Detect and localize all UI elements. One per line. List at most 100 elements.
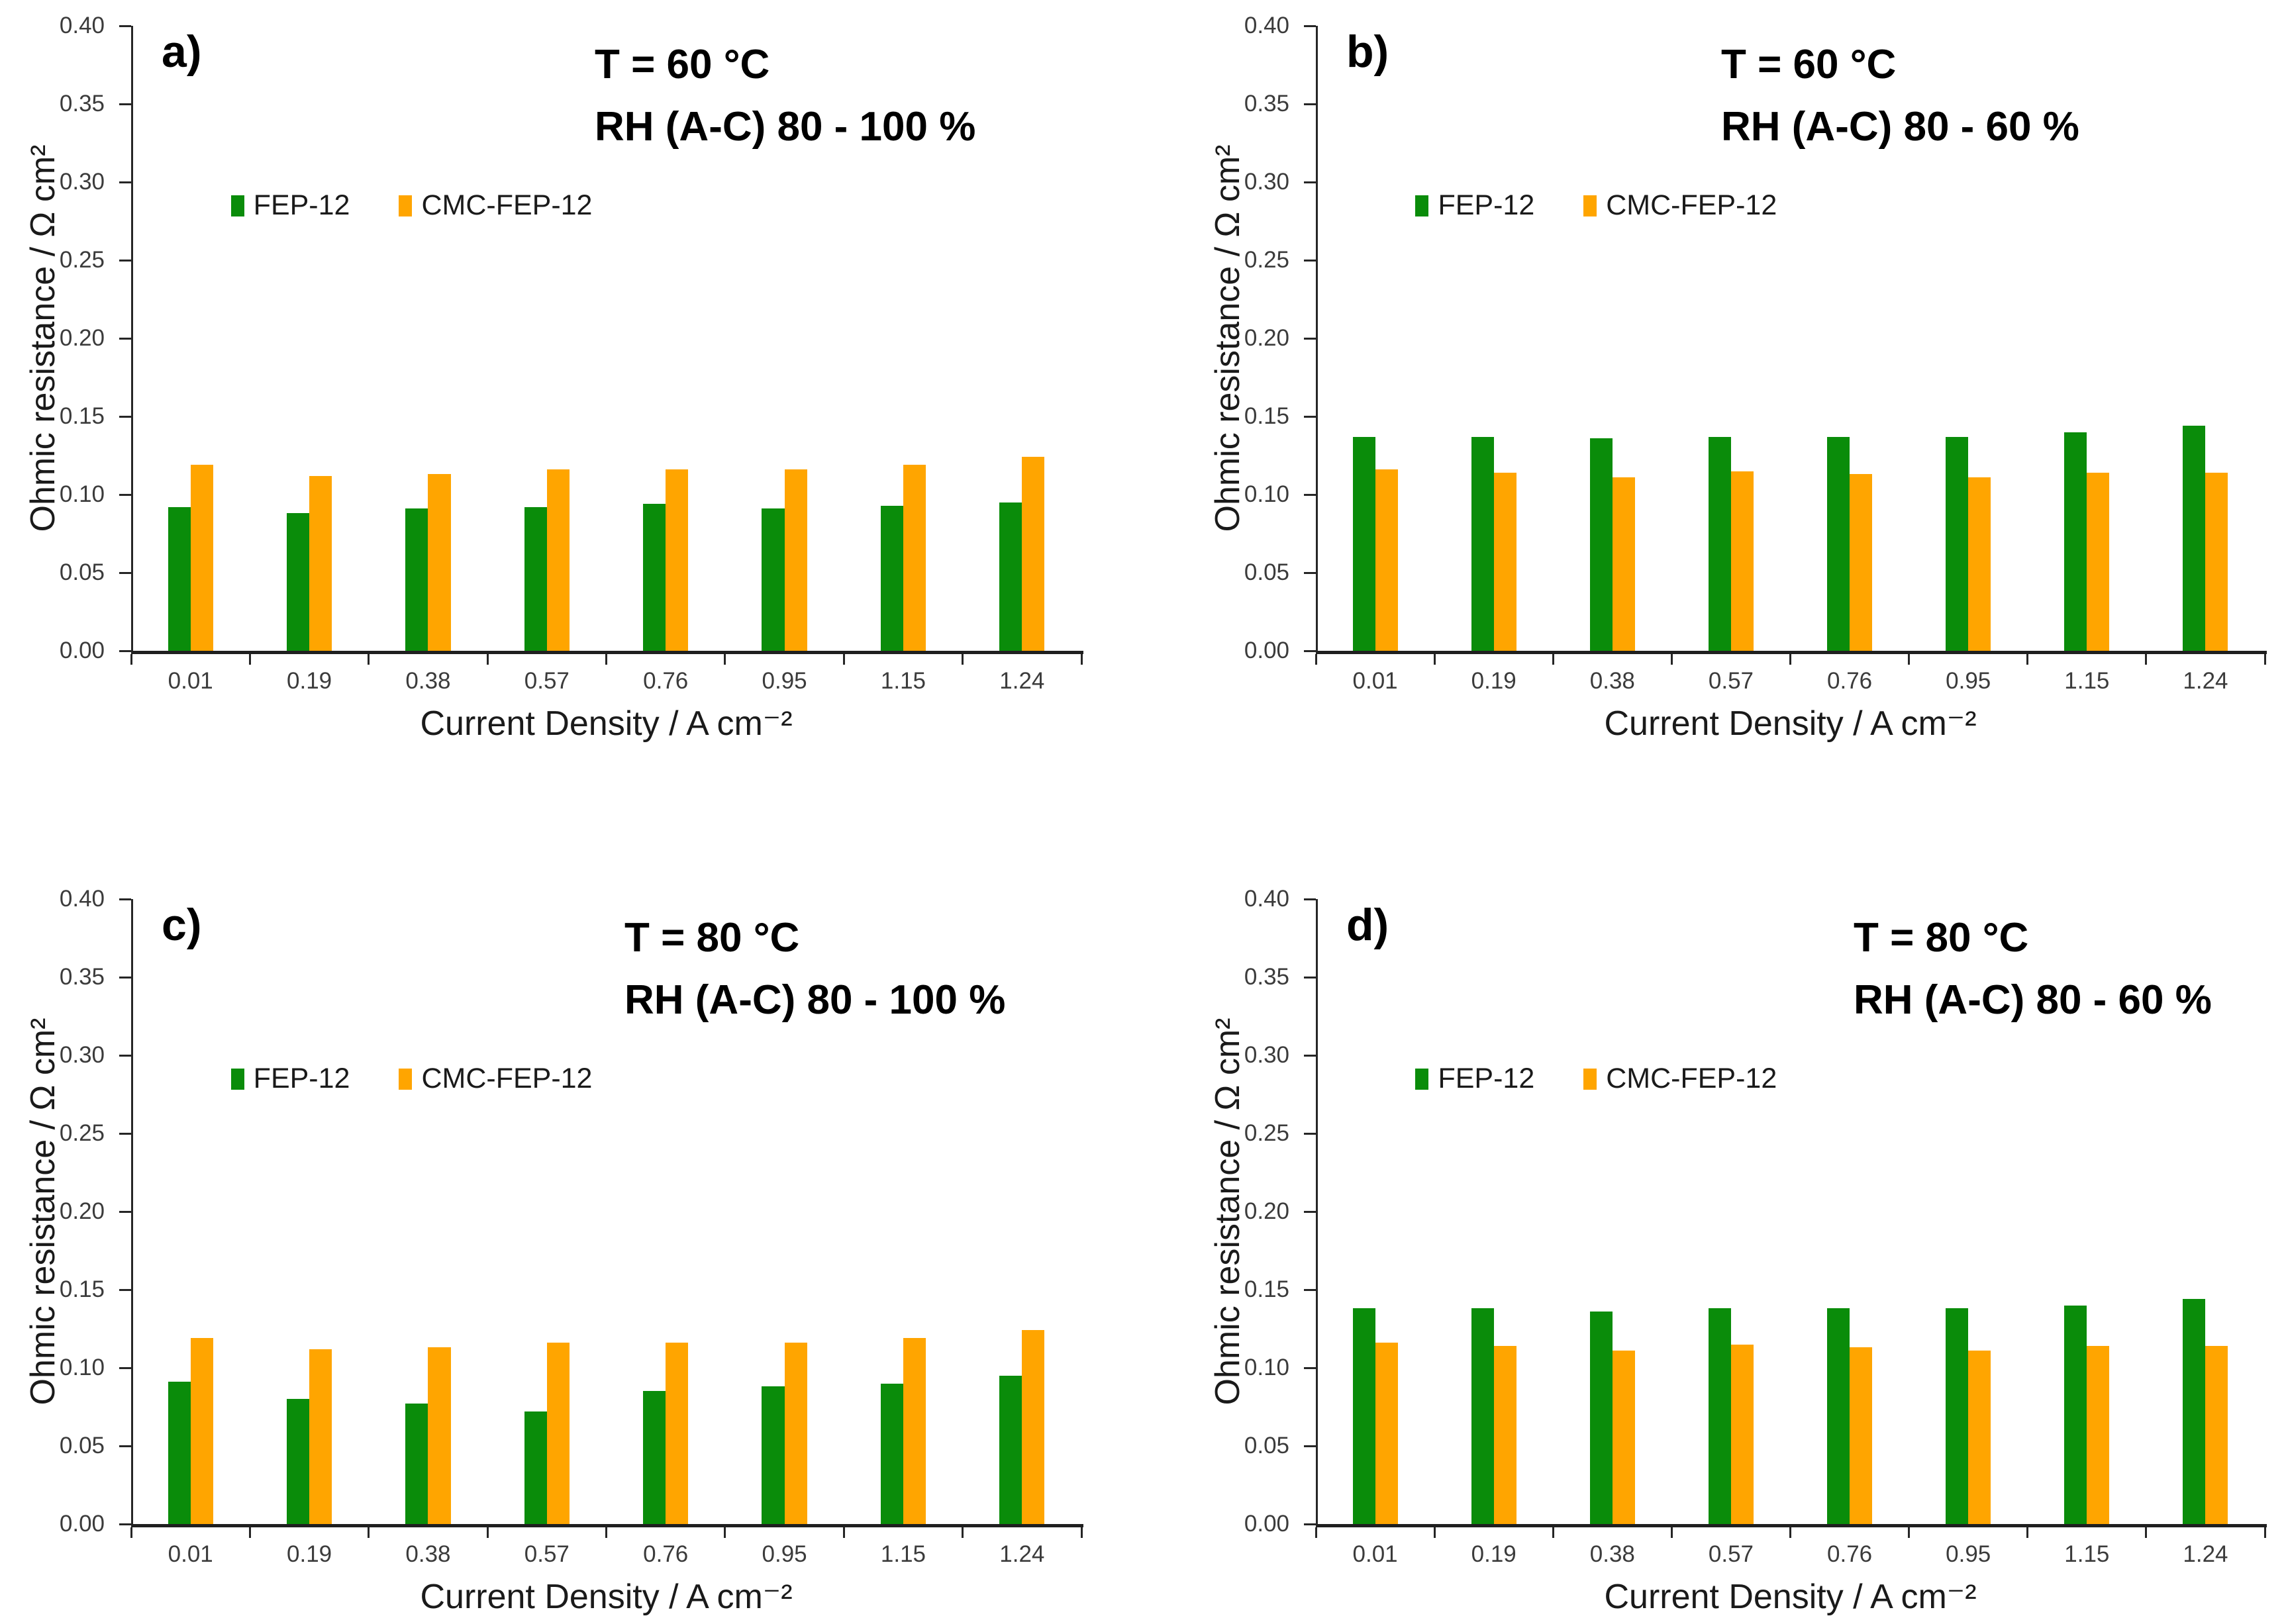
bar-fep-12 bbox=[1352, 1308, 1375, 1524]
y-axis-tick-label: 0.20 bbox=[1244, 325, 1289, 351]
y-axis-tick-label: 0.10 bbox=[59, 1355, 105, 1380]
x-axis-title: Current Density / A cm⁻² bbox=[420, 1578, 793, 1616]
y-axis-tick-label: 0.25 bbox=[1244, 1120, 1289, 1146]
chart-title-line2: RH (A-C) 80 - 60 % bbox=[1721, 104, 2079, 150]
bar-cmc-fep-12 bbox=[1850, 1347, 1873, 1524]
plot-area bbox=[1316, 899, 2267, 1527]
x-axis-tick-label: 0.01 bbox=[1352, 668, 1398, 694]
x-axis-tick-mark bbox=[724, 1527, 726, 1538]
bar-cmc-fep-12 bbox=[1493, 472, 1516, 651]
y-axis-tick-mark bbox=[1304, 103, 1316, 105]
bar-fep-12 bbox=[1352, 436, 1375, 651]
bar-fep-12 bbox=[1471, 436, 1494, 651]
bar-fep-12 bbox=[1827, 436, 1850, 651]
y-axis-tick-label: 0.35 bbox=[59, 91, 105, 117]
x-axis-tick-mark bbox=[1789, 1527, 1791, 1538]
legend: FEP-12 CMC-FEP-12 bbox=[230, 189, 592, 222]
bar-cmc-fep-12 bbox=[309, 1349, 332, 1524]
y-axis-tick-label: 0.40 bbox=[59, 886, 105, 912]
y-axis-tick-label: 0.00 bbox=[1244, 638, 1289, 663]
y-axis-tick-label: 0.40 bbox=[1244, 886, 1289, 912]
plot-area bbox=[1316, 26, 2267, 654]
x-axis-tick-mark bbox=[486, 1527, 489, 1538]
x-axis-tick-mark bbox=[486, 654, 489, 665]
bar-cmc-fep-12 bbox=[1730, 471, 1754, 651]
y-axis-tick-label: 0.15 bbox=[59, 1276, 105, 1302]
y-axis-tick-mark bbox=[1304, 571, 1316, 574]
bar-fep-12 bbox=[405, 1404, 428, 1524]
legend-swatch-fep-12-icon bbox=[1415, 1068, 1429, 1090]
x-axis-tick-label: 0.76 bbox=[643, 668, 689, 694]
y-axis-tick-mark bbox=[1304, 259, 1316, 262]
bar-cmc-fep-12 bbox=[2205, 1345, 2228, 1524]
x-axis-title: Current Density / A cm⁻² bbox=[1604, 1578, 1977, 1616]
bar-fep-12 bbox=[762, 1386, 785, 1524]
y-axis-tick-mark bbox=[1304, 337, 1316, 340]
bar-cmc-fep-12 bbox=[666, 469, 689, 651]
bar-fep-12 bbox=[2183, 1299, 2206, 1524]
bar-cmc-fep-12 bbox=[428, 1347, 451, 1524]
x-axis-tick-mark bbox=[962, 654, 964, 665]
x-axis-tick-label: 0.38 bbox=[1589, 668, 1635, 694]
bar-cmc-fep-12 bbox=[903, 1338, 926, 1524]
y-axis-tick-label: 0.20 bbox=[1244, 1198, 1289, 1224]
bar-fep-12 bbox=[405, 508, 428, 651]
y-axis-tick-mark bbox=[119, 24, 131, 27]
y-axis-tick-label: 0.25 bbox=[59, 1120, 105, 1146]
x-axis-tick-label: 0.76 bbox=[1827, 668, 1873, 694]
legend-swatch-fep-12-icon bbox=[1415, 195, 1429, 216]
bar-cmc-fep-12 bbox=[1612, 477, 1635, 651]
x-axis-tick-label: 0.38 bbox=[1589, 1541, 1635, 1567]
legend-label-fep-12: FEP-12 bbox=[253, 189, 350, 222]
bar-fep-12 bbox=[1471, 1308, 1494, 1524]
x-axis-tick-label: 0.57 bbox=[524, 1541, 570, 1567]
x-axis-tick-mark bbox=[1908, 1527, 1911, 1538]
bar-fep-12 bbox=[286, 513, 310, 651]
chart-title-line1: T = 80 °C bbox=[1854, 915, 2029, 961]
y-axis-tick-label: 0.35 bbox=[59, 964, 105, 990]
bar-cmc-fep-12 bbox=[1968, 477, 1991, 651]
bar-fep-12 bbox=[880, 505, 903, 651]
x-axis-tick-mark bbox=[1080, 654, 1083, 665]
y-axis-tick-label: 0.00 bbox=[59, 1511, 105, 1537]
x-axis-tick-mark bbox=[1315, 1527, 1317, 1538]
bar-cmc-fep-12 bbox=[309, 475, 332, 651]
x-axis-tick-mark bbox=[605, 654, 607, 665]
y-axis-tick-label: 0.05 bbox=[1244, 1433, 1289, 1458]
y-axis-tick-mark bbox=[119, 1288, 131, 1291]
bar-fep-12 bbox=[168, 1382, 191, 1524]
y-axis-tick-label: 0.05 bbox=[59, 1433, 105, 1458]
x-axis-tick-label: 1.15 bbox=[2064, 1541, 2110, 1567]
x-axis-tick-label: 0.01 bbox=[168, 668, 213, 694]
legend: FEP-12 CMC-FEP-12 bbox=[1415, 189, 1777, 222]
y-axis-tick-mark bbox=[1304, 415, 1316, 418]
x-axis-tick-label: 0.76 bbox=[643, 1541, 689, 1567]
bar-fep-12 bbox=[286, 1399, 310, 1524]
y-axis-title: Ohmic resistance / Ω cm² bbox=[1209, 1018, 1247, 1406]
chart-title: T = 60 °C RH (A-C) 80 - 60 % bbox=[1721, 34, 2079, 158]
y-axis-tick-label: 0.15 bbox=[59, 403, 105, 429]
bar-fep-12 bbox=[999, 502, 1022, 651]
plot-area bbox=[131, 899, 1083, 1527]
x-axis-tick-mark bbox=[130, 1527, 132, 1538]
y-axis-tick-mark bbox=[119, 415, 131, 418]
y-axis-tick-mark bbox=[1304, 1210, 1316, 1213]
x-axis-tick-mark bbox=[2145, 654, 2148, 665]
bar-cmc-fep-12 bbox=[546, 469, 570, 651]
bar-fep-12 bbox=[643, 1391, 666, 1524]
bar-fep-12 bbox=[524, 1411, 547, 1524]
y-axis-tick-mark bbox=[1304, 898, 1316, 900]
bar-cmc-fep-12 bbox=[428, 474, 451, 651]
panel-letter-b: b) bbox=[1346, 26, 1389, 77]
x-axis-tick-label: 1.15 bbox=[880, 668, 926, 694]
y-axis-tick-mark bbox=[1304, 976, 1316, 979]
chart-title-line2: RH (A-C) 80 - 60 % bbox=[1854, 977, 2212, 1024]
bar-cmc-fep-12 bbox=[784, 1343, 807, 1524]
y-axis-tick-mark bbox=[1304, 1132, 1316, 1135]
y-axis-tick-label: 0.10 bbox=[1244, 1355, 1289, 1380]
x-axis-tick-mark bbox=[248, 1527, 251, 1538]
y-axis-tick-mark bbox=[119, 1210, 131, 1213]
